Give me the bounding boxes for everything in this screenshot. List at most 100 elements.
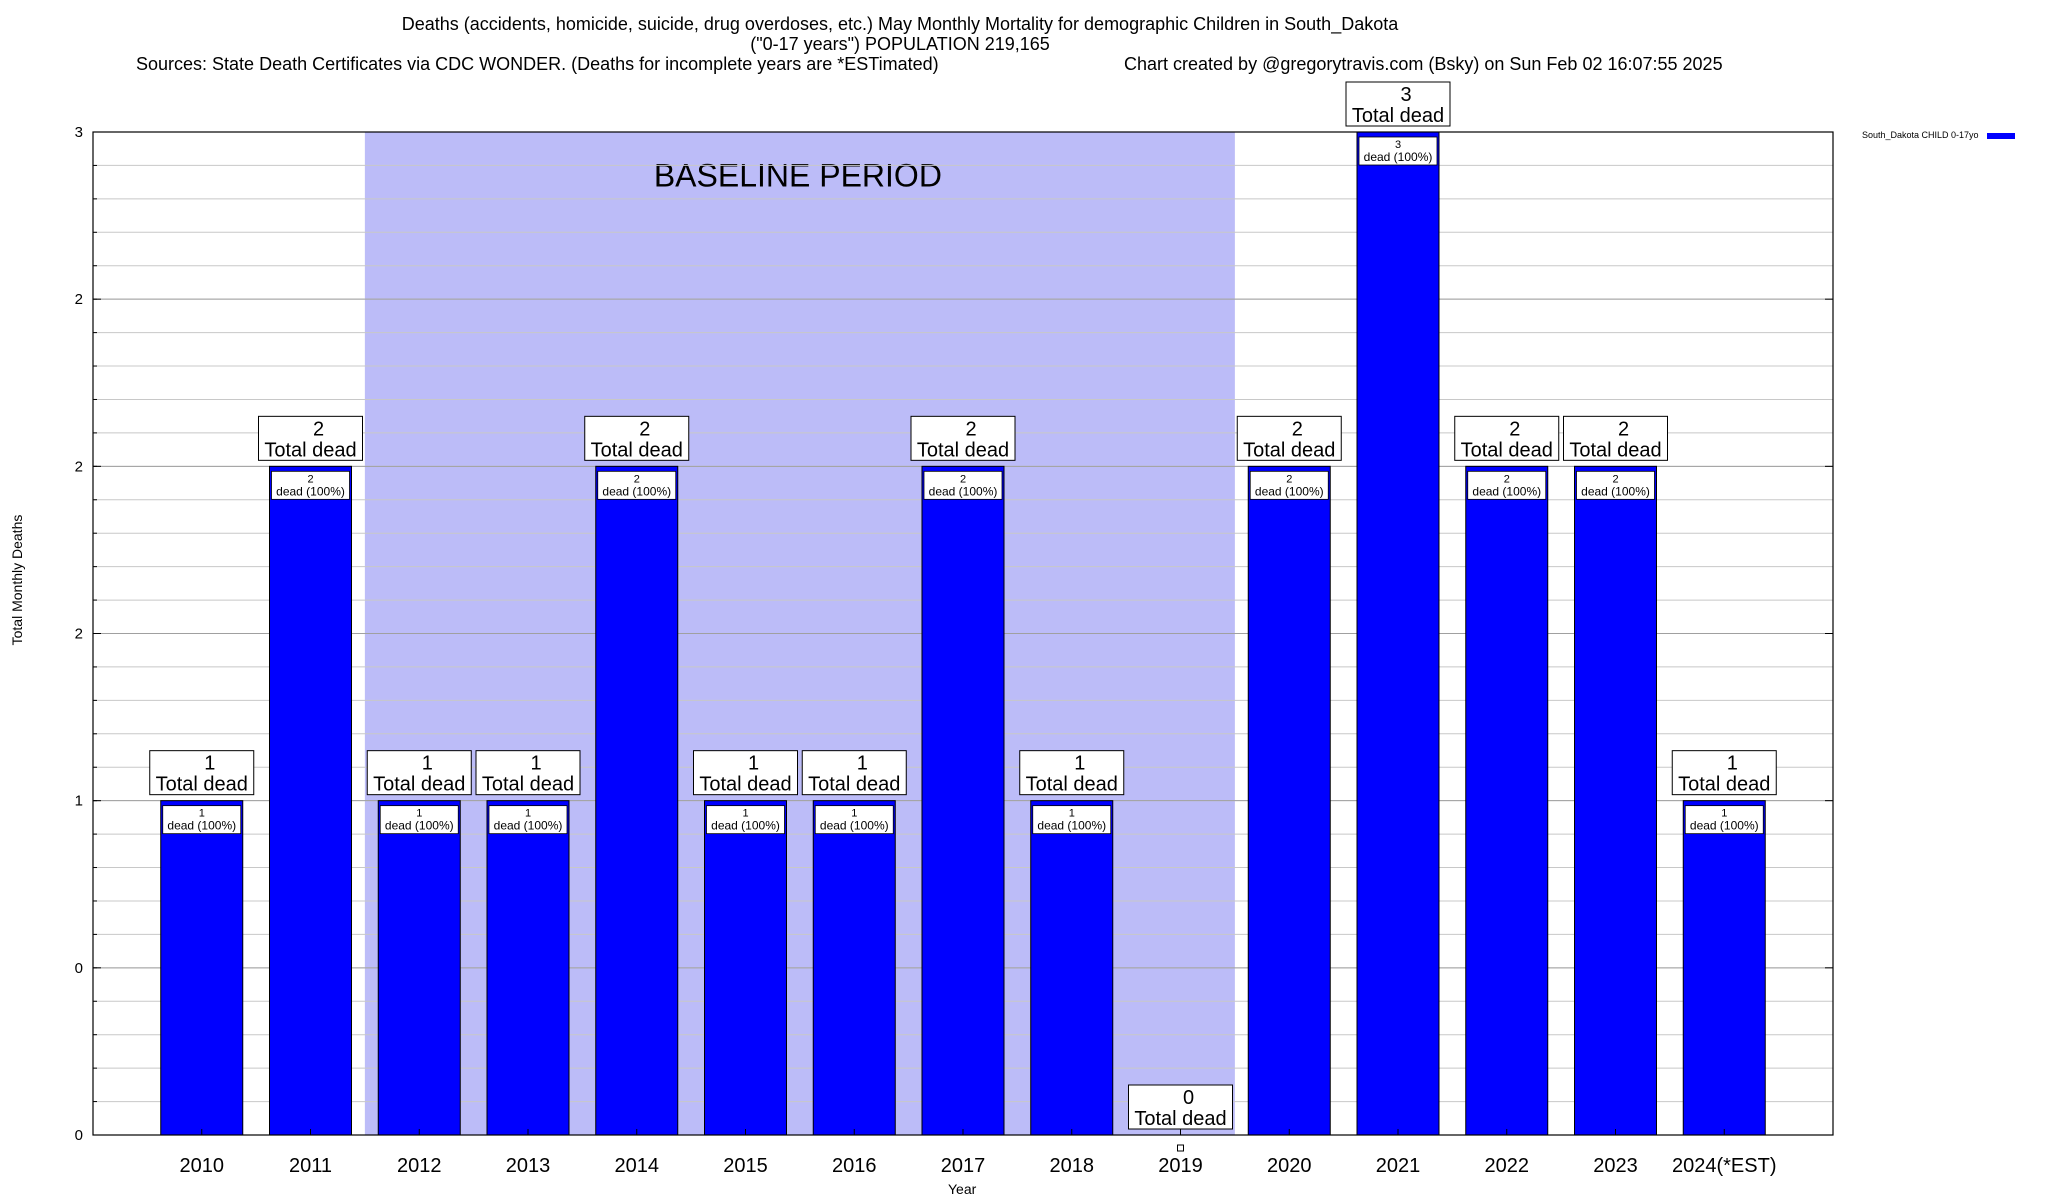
bar-inner-value: 1 <box>742 808 748 820</box>
bar-inner-label-box <box>162 805 242 835</box>
bar-total-label-box <box>1128 1084 1233 1130</box>
bar-total-label: Total dead <box>1352 105 1444 127</box>
y-tick-label: 1 <box>75 793 83 810</box>
bar-inner-label-box <box>1684 805 1764 835</box>
bar-inner-label: dead (100%) <box>494 819 563 833</box>
bar <box>377 800 461 1136</box>
bar <box>486 800 570 1136</box>
bar <box>269 465 352 1136</box>
bar-total-label-box <box>1454 415 1560 461</box>
x-tick-label: 2024(*EST) <box>1672 1155 1777 1177</box>
bar-total-label-box <box>475 750 581 796</box>
bar-total-label: Total dead <box>1461 439 1553 461</box>
x-axis-label: Year <box>948 1181 977 1197</box>
bar-total-value: 1 <box>1727 753 1738 775</box>
bar-total-value: 2 <box>1509 418 1520 440</box>
bar-total-value: 2 <box>965 418 976 440</box>
bar-inner-value: 2 <box>1612 473 1618 485</box>
y-tick-label: 2 <box>75 626 83 643</box>
bar-inner-label: dead (100%) <box>1690 819 1759 833</box>
bar-total-label: Total dead <box>808 774 900 796</box>
x-tick-label: 2011 <box>289 1155 332 1177</box>
y-tick-label: 3 <box>75 124 83 141</box>
bar-inner-label: dead (100%) <box>1364 150 1433 164</box>
bar-total-label-box <box>258 415 363 461</box>
baseline-period-label: BASELINE PERIOD <box>654 157 942 193</box>
bar-inner-label-box <box>597 470 677 500</box>
bar-inner-value: 1 <box>525 808 531 820</box>
x-tick-label: 2023 <box>1593 1155 1638 1177</box>
bar-total-value: 1 <box>422 753 433 775</box>
chart-title-line-1: Deaths (accidents, homicide, suicide, dr… <box>401 14 1399 34</box>
bar-inner-label-box <box>1576 470 1655 500</box>
bar-inner-value: 1 <box>1069 808 1075 820</box>
bar-total-label: Total dead <box>699 774 791 796</box>
bar-inner-label-box <box>271 470 350 500</box>
x-tick-label: 2018 <box>1050 1155 1095 1177</box>
chart-title-line-2: ("0-17 years") POPULATION 219,165 <box>750 34 1050 54</box>
bar-inner-label: dead (100%) <box>820 819 889 833</box>
bar-inner-value: 2 <box>1286 473 1292 485</box>
bar-total-label-box <box>1671 750 1777 796</box>
bar-inner-label: dead (100%) <box>1255 484 1324 498</box>
y-tick-label: 0 <box>75 960 83 977</box>
bar <box>1465 465 1549 1136</box>
bar <box>595 465 679 1136</box>
legend: South_Dakota CHILD 0-17yo <box>1862 130 2015 140</box>
bar-inner-label-box <box>814 805 894 835</box>
bar-total-label-box <box>1236 415 1342 461</box>
bar-inner-value: 3 <box>1395 139 1401 151</box>
bar-total-label: Total dead <box>1134 1108 1226 1130</box>
bar <box>1030 800 1114 1136</box>
bar-total-value: 1 <box>204 753 215 775</box>
x-tick-label: 2020 <box>1267 1155 1312 1177</box>
bar-inner-label: dead (100%) <box>385 819 454 833</box>
bar-total-label: Total dead <box>1678 774 1770 796</box>
bar-total-value: 2 <box>1618 418 1629 440</box>
x-tick-label: 2016 <box>832 1155 877 1177</box>
bar <box>1682 800 1766 1136</box>
bar-inner-value: 1 <box>199 808 205 820</box>
bar-total-label-box <box>584 415 690 461</box>
bar-total-label-box <box>910 415 1016 461</box>
bar-inner-value: 1 <box>1721 808 1727 820</box>
bar-total-label: Total dead <box>373 774 465 796</box>
bar-inner-label-box <box>1467 470 1547 500</box>
bar-total-label: Total dead <box>156 774 248 796</box>
chart-credit: Chart created by @gregorytravis.com (Bsk… <box>1124 54 1723 74</box>
bar-total-value: 0 <box>1183 1087 1194 1109</box>
x-tick-label: 2010 <box>180 1155 225 1177</box>
bar-total-label: Total dead <box>1243 439 1335 461</box>
bar-inner-value: 2 <box>960 473 966 485</box>
bar-total-label: Total dead <box>264 439 356 461</box>
bar-total-label: Total dead <box>917 439 1009 461</box>
bar-total-value: 3 <box>1400 84 1411 106</box>
bar <box>812 800 896 1136</box>
bar <box>921 465 1005 1136</box>
bar-inner-label: dead (100%) <box>1037 819 1106 833</box>
bar-total-label-box <box>366 750 472 796</box>
bar-total-label-box <box>693 750 798 796</box>
bar-inner-label: dead (100%) <box>167 819 236 833</box>
bar-total-label: Total dead <box>591 439 683 461</box>
bar <box>1247 465 1331 1136</box>
bar-total-label-box <box>801 750 907 796</box>
bar-inner-label: dead (100%) <box>929 484 998 498</box>
bar-total-value: 1 <box>530 753 541 775</box>
bar-total-label: Total dead <box>1569 439 1661 461</box>
bar-inner-label-box <box>488 805 568 835</box>
bar-inner-label: dead (100%) <box>711 819 780 833</box>
bar-inner-value: 2 <box>307 473 313 485</box>
bar-total-value: 1 <box>1074 753 1085 775</box>
bar-inner-label: dead (100%) <box>1472 484 1541 498</box>
y-tick-label: 2 <box>75 458 83 475</box>
x-tick-label: 2012 <box>397 1155 442 1177</box>
bar-inner-value: 1 <box>851 808 857 820</box>
bar-total-value: 2 <box>313 418 324 440</box>
legend-swatch <box>1986 132 2015 139</box>
bar-inner-label-box <box>379 805 459 835</box>
bar-inner-value: 1 <box>416 808 422 820</box>
y-tick-label: 0 <box>75 1127 83 1144</box>
bar-inner-value: 2 <box>1504 473 1510 485</box>
